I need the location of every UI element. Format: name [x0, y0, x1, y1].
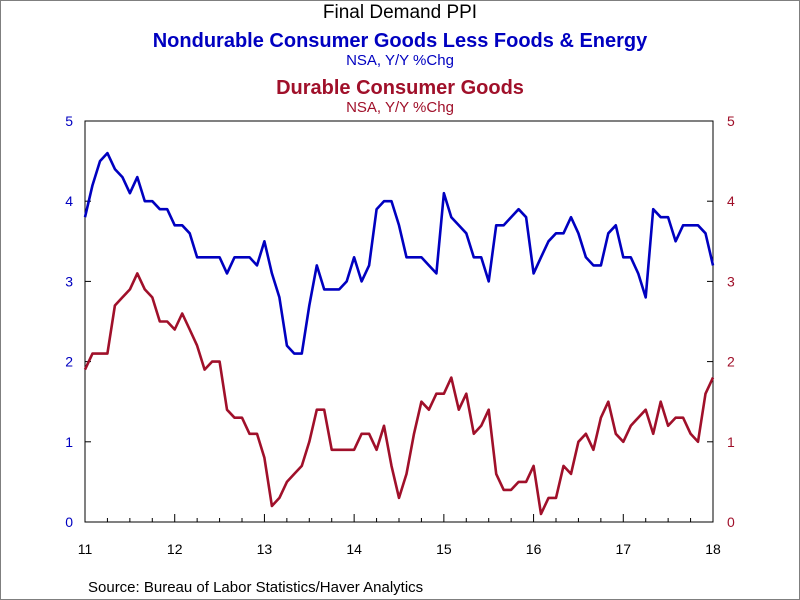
series-title-durable: Durable Consumer Goods	[276, 77, 524, 99]
y-tick-label-right: 3	[727, 273, 735, 289]
y-tick-label-right: 2	[727, 354, 735, 370]
chart-title: Final Demand PPI	[322, 2, 478, 23]
x-tick-label: 16	[526, 541, 542, 557]
y-tick-label-right: 1	[727, 434, 735, 450]
y-tick-label-left: 2	[65, 354, 73, 370]
series-units-nondurable: NSA, Y/Y %Chg	[346, 52, 454, 69]
x-tick-label: 14	[346, 541, 362, 557]
y-tick-label-right: 5	[727, 113, 735, 129]
y-tick-label-left: 0	[65, 514, 73, 530]
y-tick-label-left: 3	[65, 273, 73, 289]
y-tick-label-left: 4	[65, 193, 73, 209]
x-tick-label: 17	[615, 541, 631, 557]
x-tick-label: 12	[167, 541, 183, 557]
y-tick-label-right: 0	[727, 514, 735, 530]
series-title-nondurable: Nondurable Consumer Goods Less Foods & E…	[152, 30, 648, 52]
series-line-nondurable	[83, 151, 715, 355]
source-note: Source: Bureau of Labor Statistics/Haver…	[88, 579, 424, 596]
x-tick-label: 15	[436, 541, 452, 557]
x-tick-label: 18	[705, 541, 721, 557]
y-tick-label-right: 4	[727, 193, 735, 209]
y-tick-label-left: 1	[65, 434, 73, 450]
x-tick-label: 13	[257, 541, 273, 557]
series-lines	[83, 151, 715, 516]
series-line-durable	[83, 272, 715, 516]
x-tick-label: 11	[78, 541, 93, 557]
y-tick-label-left: 5	[65, 113, 73, 129]
series-units-durable: NSA, Y/Y %Chg	[346, 99, 454, 116]
